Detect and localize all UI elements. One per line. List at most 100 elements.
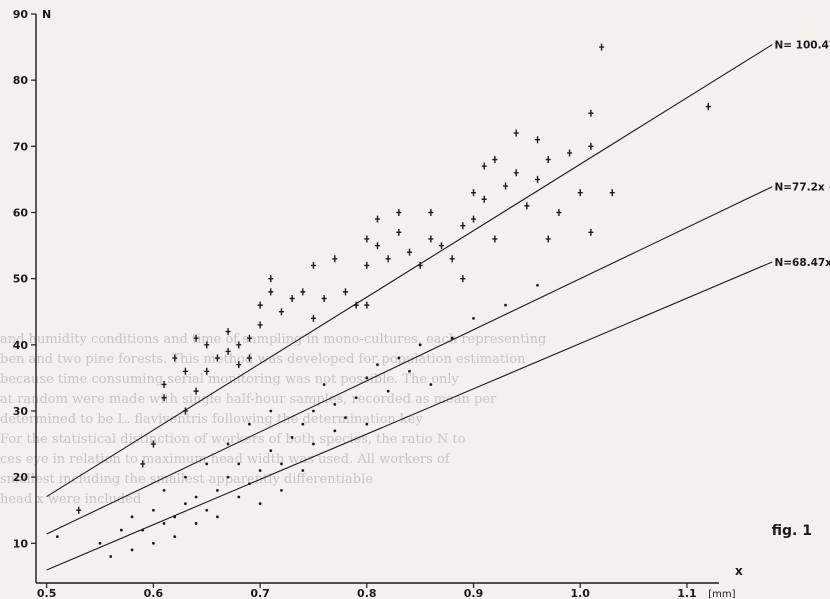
dot-marker: [386, 389, 390, 393]
dot-marker: [472, 316, 475, 320]
dot-marker: [216, 488, 219, 492]
dot-marker: [418, 343, 422, 347]
plus-marker: [257, 301, 263, 309]
plus-marker: [289, 295, 295, 302]
x-tick-label: 1.1: [677, 587, 697, 599]
dot-marker: [290, 436, 294, 439]
regression-label: N= 100.47x −33.17: [774, 40, 830, 52]
dot-marker: [322, 383, 326, 386]
plus-marker: [161, 381, 167, 389]
plus-marker: [364, 261, 370, 269]
regression-line: [46, 44, 773, 498]
plus-marker: [588, 109, 594, 117]
dot-marker: [194, 495, 198, 499]
plus-marker: [374, 242, 380, 250]
plus-marker: [204, 341, 210, 349]
dot-marker: [183, 475, 187, 479]
dot-marker: [301, 422, 305, 426]
dot-marker: [376, 363, 379, 367]
x-tick-label: 1.0: [570, 587, 590, 599]
plus-marker: [385, 255, 391, 263]
dot-marker: [205, 462, 209, 466]
plus-marker: [310, 314, 316, 322]
plus-marker: [374, 215, 380, 223]
dot-marker: [130, 548, 134, 552]
plus-marker: [545, 235, 551, 243]
axes: 10 20 30 40 50 60 70 80 90 0.5 0.6 0.7 0.8 0.9 1.0 1.1 N…: [13, 8, 743, 599]
plus-marker: [353, 301, 359, 309]
plus-marker: [556, 208, 562, 216]
plus-marker: [225, 328, 231, 336]
plus-marker: [193, 334, 199, 342]
regression-label: N=68.47x − 28.27: [774, 257, 830, 269]
plus-marker: [492, 235, 498, 243]
dot-marker: [226, 442, 230, 446]
plus-marker: [364, 301, 370, 309]
plus-marker: [310, 261, 316, 269]
y-tick-label: 10: [13, 537, 29, 550]
figure-caption: fig. 1: [771, 523, 812, 539]
plus-marker: [428, 208, 434, 216]
plus-marker: [214, 354, 220, 362]
plus-marker: [481, 195, 487, 203]
dot-marker: [173, 535, 177, 539]
plus-marker: [471, 189, 477, 197]
dot-marker: [141, 528, 145, 532]
y-tick-label: 40: [13, 339, 29, 352]
plus-marker: [321, 295, 327, 302]
plus-marker: [76, 506, 82, 514]
plus-marker: [513, 129, 519, 137]
plus-marker: [439, 242, 445, 250]
dot-marker: [248, 422, 251, 426]
dot-marker: [504, 303, 507, 307]
dot-marker: [269, 409, 273, 413]
plus-marker: [513, 169, 519, 177]
dot-marker: [119, 528, 123, 532]
plus-marker: [278, 308, 284, 316]
dot-marker: [237, 495, 241, 499]
y-tick-label: 60: [13, 206, 29, 219]
dot-marker: [280, 462, 283, 466]
regression-label: N=77.2x − 27.2: [774, 182, 830, 194]
dot-marker: [151, 508, 155, 512]
dot-marker: [312, 442, 315, 446]
plus-marker: [599, 43, 605, 51]
x-tick-label: 0.9: [464, 587, 484, 599]
plus-marker: [150, 440, 156, 448]
plus-marker: [406, 248, 412, 256]
plus-marker: [588, 142, 594, 150]
plus-marker: [172, 354, 178, 362]
dot-marker: [55, 535, 59, 539]
plus-marker: [545, 156, 551, 164]
y-tick-label: 80: [13, 74, 29, 87]
dot-marker: [98, 541, 102, 545]
dot-marker: [397, 356, 401, 360]
plus-marker: [268, 275, 274, 283]
dot-marker: [408, 369, 411, 373]
dot-marker: [109, 555, 113, 558]
plus-marker: [236, 341, 242, 349]
plus-marker: [588, 228, 594, 236]
dot-marker: [333, 429, 337, 433]
dot-marker: [280, 488, 283, 492]
x-tick-label: 0.7: [250, 587, 270, 599]
plus-marker: [492, 156, 498, 164]
plus-marker: [535, 136, 541, 144]
plus-marker: [364, 235, 370, 243]
dot-marker: [194, 522, 198, 525]
dot-marker: [258, 502, 262, 506]
plus-marker: [246, 334, 252, 342]
plus-marker: [705, 103, 711, 111]
x-axis-unit: [mm]: [708, 589, 735, 599]
x-tick-label: 0.8: [357, 587, 377, 599]
dot-marker: [162, 522, 166, 525]
dot-marker: [183, 502, 187, 506]
y-tick-label: 30: [13, 405, 29, 418]
plus-marker: [342, 288, 348, 296]
dot-marker: [237, 462, 241, 466]
x-tick-label: 0.6: [144, 587, 164, 599]
dot-marker: [365, 376, 369, 380]
plus-marker: [535, 175, 541, 183]
x-axis-label: x: [735, 564, 743, 578]
plus-marker: [524, 202, 530, 210]
